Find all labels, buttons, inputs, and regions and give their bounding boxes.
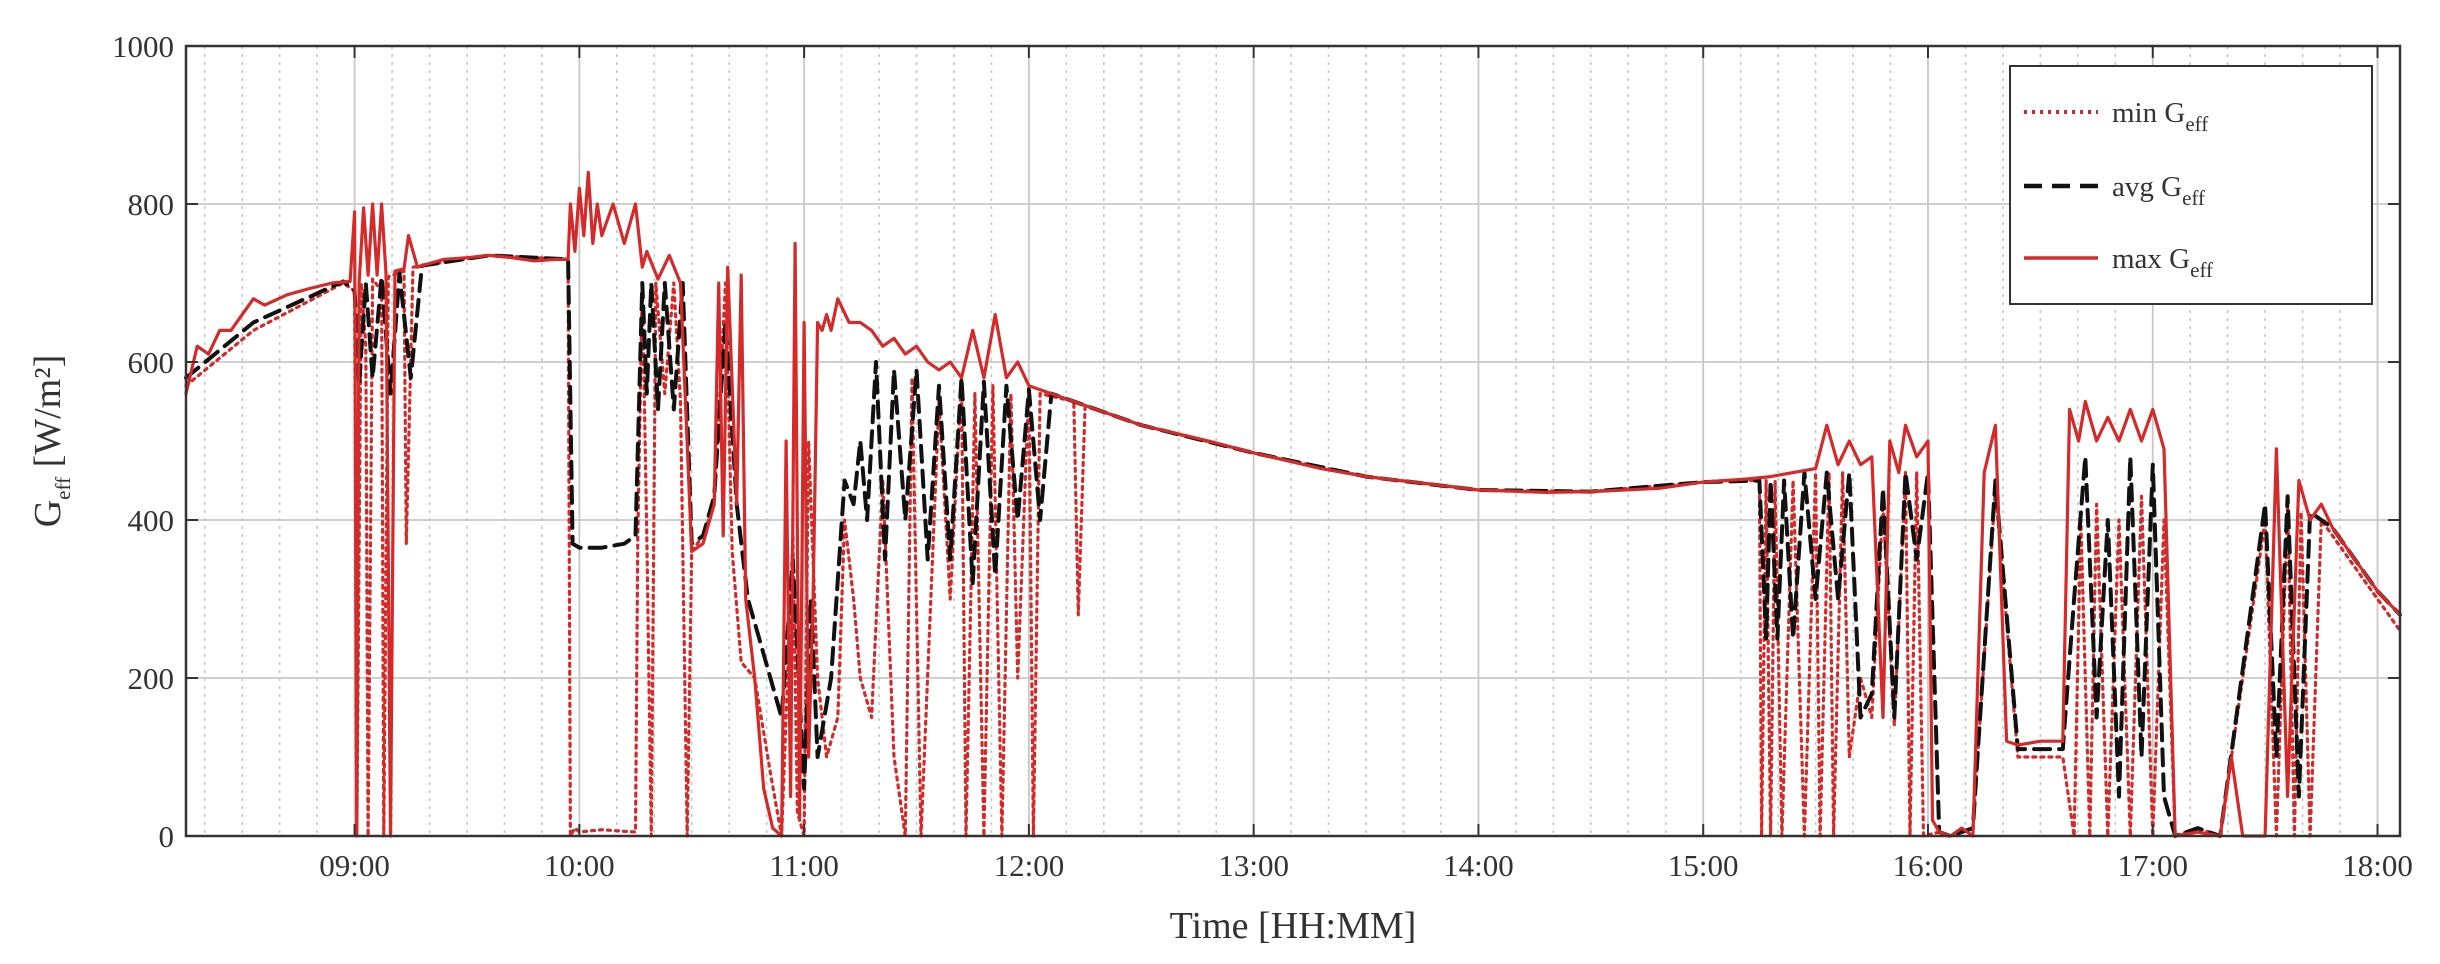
x-tick-label: 13:00 — [1218, 848, 1289, 883]
x-tick-label: 18:00 — [2342, 848, 2413, 883]
series-line-solid — [184, 170, 2402, 838]
x-tick-label: 10:00 — [544, 848, 615, 883]
y-tick-label: 0 — [159, 819, 175, 854]
legend-entry-max: max Geff — [2112, 243, 2213, 282]
series-layer — [184, 170, 2402, 838]
series-line-dashed — [184, 253, 2402, 838]
y-tick-label: 200 — [128, 661, 175, 696]
legend-box — [2009, 65, 2373, 305]
x-tick-label: 11:00 — [769, 848, 838, 883]
series-line-dotted — [184, 253, 2402, 838]
tick-layer: 09:00 10:00 11:00 12:00 13:00 14:00 15:00 16:00… — [112, 29, 2413, 883]
x-tick-label: 14:00 — [1443, 848, 1514, 883]
y-axis-label: Geff [W/m²] — [27, 355, 75, 528]
y-tick-label: 1000 — [112, 29, 174, 64]
legend: min Geff avg Geff max Geff — [2009, 65, 2373, 305]
x-tick-label: 15:00 — [1668, 848, 1739, 883]
x-tick-label: 17:00 — [2117, 848, 2188, 883]
x-axis-label: Time [HH:MM] — [1170, 905, 1417, 947]
y-tick-label: 800 — [128, 187, 175, 222]
x-tick-label: 12:00 — [994, 848, 1065, 883]
x-tick-label: 16:00 — [1893, 848, 1964, 883]
y-tick-label: 400 — [128, 503, 175, 538]
y-tick-label: 600 — [128, 345, 175, 380]
legend-entry-min: min Geff — [2112, 97, 2208, 136]
legend-entry-avg: avg Geff — [2112, 171, 2205, 210]
x-tick-label: 09:00 — [319, 848, 390, 883]
plot-frame — [184, 44, 2402, 838]
